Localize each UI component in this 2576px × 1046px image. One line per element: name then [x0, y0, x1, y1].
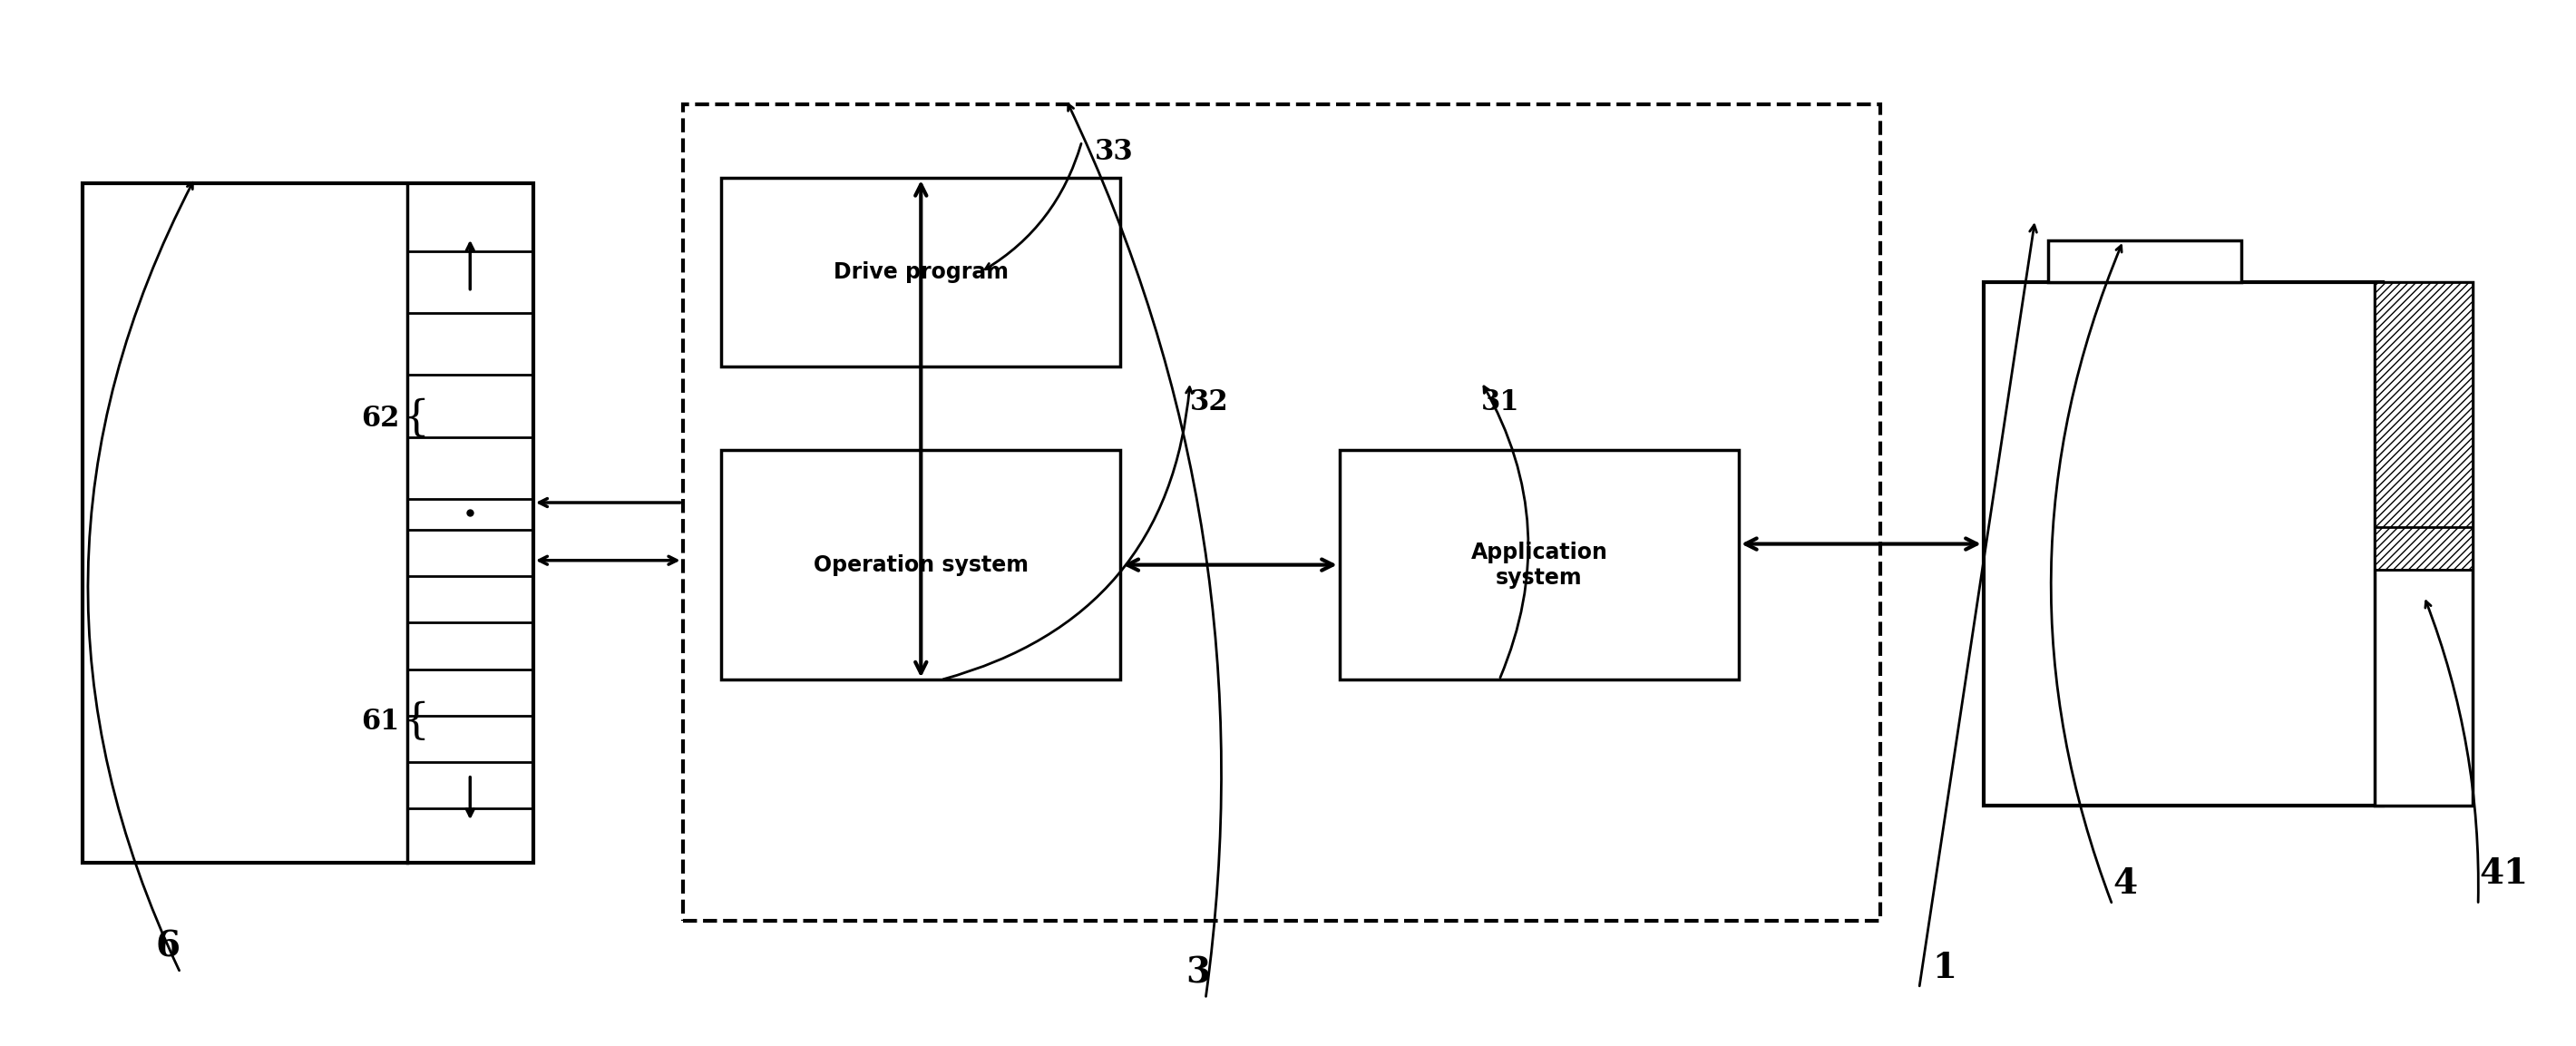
Bar: [683, 105, 1880, 920]
Text: 33: 33: [1095, 138, 1133, 165]
Bar: [1340, 450, 1739, 680]
Text: 41: 41: [2478, 857, 2530, 890]
Text: 3: 3: [1185, 956, 1211, 990]
Text: 1: 1: [1932, 951, 1958, 984]
Bar: [2048, 241, 2241, 282]
Bar: [2375, 282, 2473, 805]
Bar: [82, 183, 533, 863]
Text: 62: 62: [361, 405, 399, 432]
Text: 61: 61: [361, 708, 399, 735]
Bar: [2375, 282, 2473, 570]
Bar: [1984, 282, 2383, 805]
Text: Application
system: Application system: [1471, 542, 1607, 588]
Text: {: {: [402, 701, 430, 743]
Text: 32: 32: [1190, 389, 1229, 416]
Text: Drive program: Drive program: [835, 262, 1007, 282]
Text: {: {: [402, 397, 430, 439]
Text: 6: 6: [155, 930, 180, 963]
Text: 4: 4: [2112, 867, 2138, 901]
Bar: [721, 450, 1121, 680]
Text: Operation system: Operation system: [814, 554, 1028, 575]
Bar: [721, 178, 1121, 366]
Text: 31: 31: [1481, 389, 1520, 416]
